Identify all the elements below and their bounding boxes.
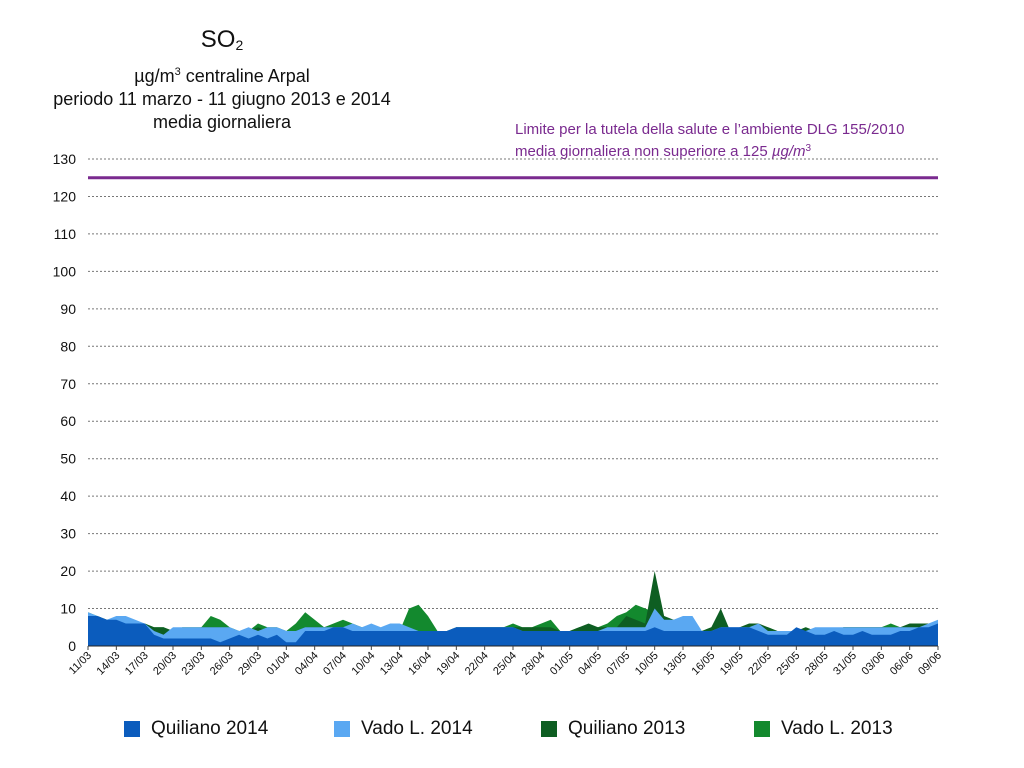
y-tick-label-110: 110: [54, 226, 77, 242]
unit-superscript: 3: [174, 66, 181, 78]
limit-line2-unit: µg/m: [771, 143, 806, 160]
y-tick-label-10: 10: [60, 601, 76, 617]
y-tick-label-80: 80: [60, 338, 76, 354]
y-tick-label-20: 20: [60, 563, 76, 579]
y-tick-label-50: 50: [60, 451, 76, 467]
x-tick-label: 06/06: [888, 650, 916, 678]
chart-legend: Quiliano 2014 Vado L. 2014 Quiliano 2013 Va…: [0, 714, 1024, 744]
area-series-quiliano_2014: [88, 616, 938, 646]
x-tick-label: 07/04: [321, 650, 349, 678]
x-tick-label: 23/03: [180, 650, 208, 678]
x-tick-label: 03/06: [860, 650, 888, 678]
legend-item-quiliano_2013: Quiliano 2013: [541, 714, 685, 744]
legend-swatch: [754, 721, 770, 737]
x-tick-label: 04/05: [576, 650, 604, 678]
x-tick-label: 10/04: [350, 650, 378, 678]
x-tick-label: 01/04: [265, 650, 293, 678]
legend-item-vado_2014: Vado L. 2014: [334, 714, 473, 744]
x-tick-label: 10/05: [633, 650, 661, 678]
x-tick-label: 22/04: [463, 650, 491, 678]
chart-subtitle-unit: µg/m3 centraline Arpal: [20, 61, 424, 88]
legend-item-quiliano_2014: Quiliano 2014: [124, 714, 268, 744]
x-tick-label: 28/05: [803, 650, 831, 678]
y-tick-label-120: 120: [53, 188, 77, 204]
y-tick-label-100: 100: [53, 263, 77, 279]
x-tick-label: 01/05: [548, 650, 576, 678]
title-main-text: SO: [200, 26, 236, 53]
title-main-subscript: 2: [235, 37, 244, 53]
x-tick-label: 16/05: [690, 650, 718, 678]
x-tick-label: 13/04: [378, 650, 406, 678]
x-tick-label: 25/04: [491, 650, 519, 678]
legend-swatch: [541, 721, 557, 737]
limit-annotation-line1: Limite per la tutela della salute e l’am…: [515, 121, 905, 138]
x-tick-label: 13/05: [661, 650, 689, 678]
x-tick-label: 28/04: [520, 650, 548, 678]
chart-title: SO2: [20, 24, 424, 61]
chart-subtitle-note: media giornaliera: [152, 112, 292, 132]
unit-text: µg/m: [134, 66, 175, 86]
y-tick-label-90: 90: [60, 301, 76, 317]
limit-line2-text: media giornaliera non superiore a 125: [515, 143, 772, 160]
x-tick-label: 19/04: [435, 650, 463, 678]
unit-post-text: centraline Arpal: [180, 66, 310, 86]
x-tick-label: 31/05: [831, 650, 859, 678]
y-tick-label-40: 40: [60, 488, 76, 504]
x-tick-label: 07/05: [605, 650, 633, 678]
x-tick-label: 26/03: [208, 650, 236, 678]
legend-swatch: [334, 721, 350, 737]
y-tick-label-70: 70: [60, 376, 76, 392]
x-tick-label: 19/05: [718, 650, 746, 678]
x-tick-label: 04/04: [293, 650, 321, 678]
legend-label: Vado L. 2014: [361, 718, 473, 739]
x-tick-label: 20/03: [151, 650, 179, 678]
legend-swatch: [124, 721, 140, 737]
legend-item-vado_2013: Vado L. 2013: [754, 714, 893, 744]
x-tick-label: 14/03: [95, 650, 123, 678]
limit-annotation: Limite per la tutela della salute e l’am…: [515, 120, 904, 161]
chart-title-block: SO2 µg/m3 centraline Arpal periodo 11 ma…: [20, 24, 424, 134]
legend-label: Quiliano 2013: [568, 718, 686, 739]
x-tick-label: 25/05: [775, 650, 803, 678]
limit-line2-superscript: 3: [805, 143, 812, 154]
y-tick-label-60: 60: [60, 413, 76, 429]
y-tick-label-130: 130: [53, 151, 77, 167]
chart-subtitle-period: periodo 11 marzo - 11 giugno 2013 e 2014: [53, 89, 391, 109]
x-tick-label: 17/03: [123, 650, 151, 678]
x-tick-label: 22/05: [746, 650, 774, 678]
x-tick-label: 09/06: [916, 650, 944, 678]
x-tick-label: 29/03: [236, 650, 264, 678]
y-tick-label-0: 0: [68, 638, 76, 654]
limit-annotation-line2: media giornaliera non superiore a 125 µg…: [515, 139, 904, 161]
legend-label: Quiliano 2014: [151, 718, 269, 739]
legend-label: Vado L. 2013: [781, 718, 893, 739]
y-tick-label-30: 30: [60, 526, 76, 542]
x-tick-label: 16/04: [406, 650, 434, 678]
